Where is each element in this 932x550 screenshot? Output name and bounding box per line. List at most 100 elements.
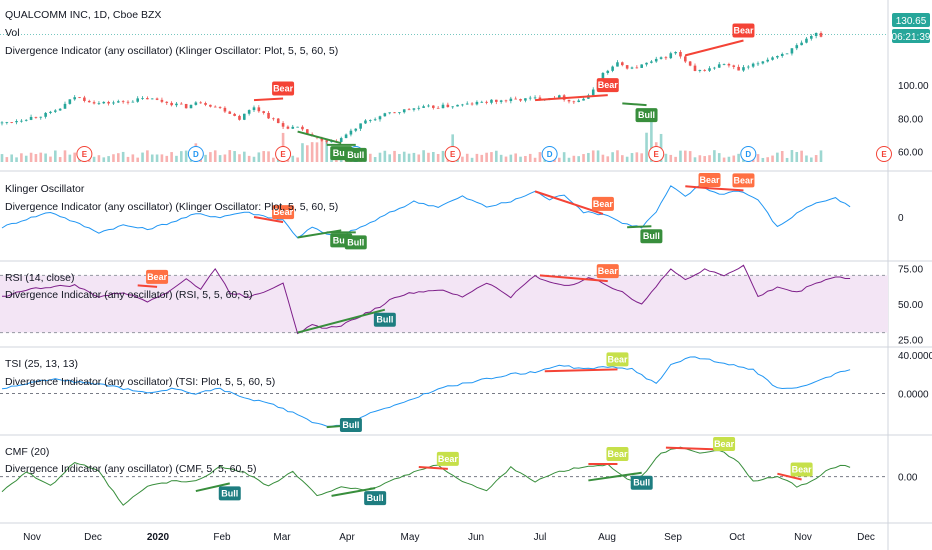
event-marker: [740, 146, 757, 162]
signal-tag-label: Bear: [700, 175, 721, 185]
y-tick-label: 40.0000: [898, 351, 932, 362]
candle-body: [281, 123, 285, 127]
event-marker: [275, 146, 292, 162]
signal-tag: [272, 205, 295, 220]
time-label-nov: Nov: [23, 532, 41, 543]
volume-bar: [184, 150, 188, 162]
volume-bar: [509, 154, 513, 162]
symbol-title: QUALCOMM INC, 1D, Cboe BZX: [5, 9, 161, 21]
candle-body: [296, 126, 299, 128]
volume-bar: [223, 154, 227, 162]
candle-body: [175, 103, 178, 106]
candle-body: [257, 107, 261, 112]
candle-body: [49, 111, 52, 113]
last-price-badge: [892, 13, 930, 27]
candle-body: [330, 141, 333, 143]
signal-tag: [635, 108, 658, 123]
signal-tag-label: Bear: [607, 449, 628, 459]
candle-body: [63, 103, 67, 109]
volume-bar: [388, 154, 391, 162]
candle-body: [635, 67, 639, 69]
candle-body: [805, 38, 808, 43]
candle-body: [669, 53, 673, 59]
volume-bar: [558, 157, 561, 162]
volume-bar: [209, 152, 212, 162]
volume-bar: [5, 157, 9, 162]
candle-body: [247, 110, 251, 114]
candle-body: [771, 57, 774, 60]
volume-bar: [606, 156, 610, 162]
candle-body: [761, 61, 765, 64]
volume-bar: [170, 152, 173, 162]
candle-body: [480, 101, 484, 103]
candle-body: [567, 99, 571, 102]
volume-bar: [674, 156, 677, 162]
volume-bar: [780, 151, 784, 162]
divergence-line: [534, 190, 604, 215]
signal-tag-label: Bull: [333, 235, 350, 245]
candle-body: [742, 67, 745, 71]
volume-bar: [664, 153, 668, 162]
signal-tag-label: Bull: [376, 315, 393, 325]
volume-bar: [688, 151, 692, 162]
volume-bar: [795, 151, 799, 162]
candle-body: [112, 102, 115, 104]
volume-bar: [538, 152, 542, 162]
candle-body: [727, 64, 731, 66]
volume-bar: [296, 157, 299, 162]
divergence-line: [297, 130, 342, 145]
candle-body: [388, 112, 391, 114]
candle-body: [155, 98, 159, 100]
candle-body: [228, 111, 232, 114]
volume-bar: [204, 154, 207, 162]
candle-body: [393, 112, 396, 114]
candle-body: [97, 103, 101, 105]
series-layer: [0, 31, 851, 506]
candle-body: [461, 104, 464, 106]
signal-tag: [698, 173, 721, 187]
volume-bar: [121, 151, 125, 162]
signal-tag: [640, 229, 663, 244]
y-tick-label: 75.00: [898, 264, 923, 275]
volume-bar: [141, 152, 144, 162]
volume-bar: [737, 153, 740, 162]
candle-body: [417, 107, 421, 109]
candle-body: [451, 106, 454, 108]
y-tick-label: 25.00: [898, 336, 923, 347]
volume-bar: [252, 156, 256, 162]
signal-tag: [732, 173, 755, 188]
candle-body: [514, 98, 517, 100]
candle-body: [601, 73, 605, 83]
event-marker-label: E: [82, 150, 88, 159]
candle-body: [204, 103, 207, 105]
candle-body: [475, 101, 479, 105]
volume-bar: [722, 157, 726, 162]
candle-body: [339, 138, 343, 142]
candle-body: [87, 100, 91, 103]
candle-body: [722, 64, 726, 65]
volume-bar: [582, 154, 585, 162]
candle-body: [611, 66, 614, 71]
volume-bar: [402, 151, 406, 162]
volume-bar: [238, 154, 241, 162]
candle-body: [369, 120, 372, 121]
volume-bar: [262, 151, 265, 162]
volume-bar: [92, 156, 96, 162]
event-marker-label: E: [450, 150, 456, 159]
time-label-sep: Sep: [664, 532, 682, 543]
volume-bar: [785, 157, 789, 162]
volume-bar: [267, 151, 270, 162]
candle-body: [0, 122, 4, 124]
time-axis: Nov Dec 2020 Feb Mar Apr May Jun Jul Aug…: [23, 532, 875, 543]
candle-body: [189, 104, 193, 109]
candle-body: [131, 101, 135, 103]
volume-bar: [218, 155, 222, 162]
candle-body: [795, 45, 799, 49]
candle-body: [708, 68, 711, 71]
candle-body: [141, 98, 144, 99]
divergence-line: [418, 465, 448, 470]
candle-body: [83, 97, 86, 101]
event-marker-label: E: [280, 150, 286, 159]
candle-body: [645, 62, 648, 65]
oscillator-line: [1, 184, 851, 239]
